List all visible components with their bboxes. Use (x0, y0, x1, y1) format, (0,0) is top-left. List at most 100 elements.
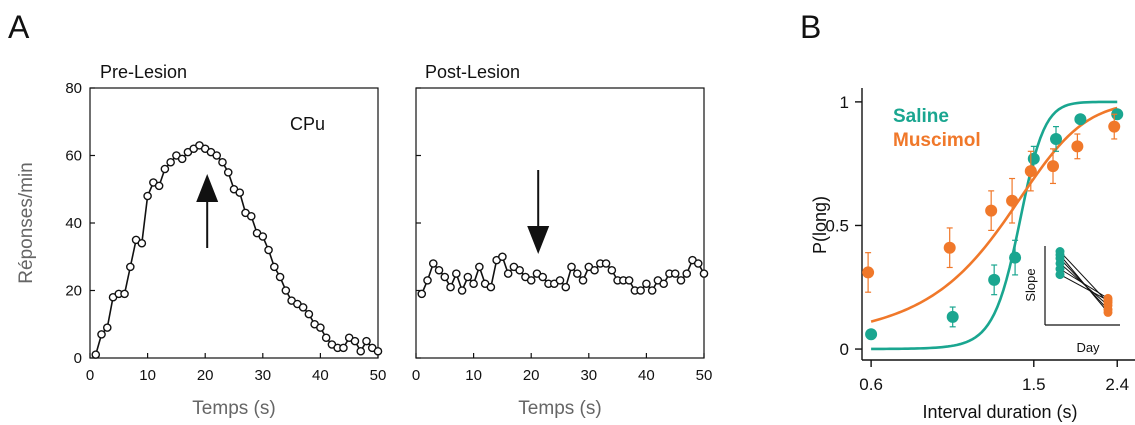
post-lesion-xlabel: Temps (s) (518, 398, 601, 419)
data-point (498, 252, 507, 262)
data-point (321, 333, 331, 343)
cpu-annotation: CPu (290, 114, 325, 134)
data-point (452, 269, 461, 278)
data-point (486, 282, 496, 292)
data-point-muscimol (1047, 160, 1060, 173)
data-point (160, 164, 170, 174)
data-point-saline (1050, 132, 1063, 145)
x-tick-label: 2.4 (1105, 375, 1129, 394)
data-point (298, 303, 308, 312)
data-point-muscimol (943, 241, 956, 254)
fit-curve-muscimol (870, 106, 1118, 323)
x-tick-label: 20 (197, 367, 214, 384)
data-point (555, 276, 565, 285)
data-point-saline (946, 310, 959, 323)
data-point (212, 151, 222, 160)
data-point (120, 289, 129, 299)
data-point (440, 272, 450, 282)
data-point-muscimol (1006, 194, 1019, 207)
b-ylabel: P(long) (810, 196, 830, 254)
data-point-muscimol (862, 266, 875, 279)
data-point (275, 272, 285, 282)
data-point (102, 323, 112, 332)
data-point (699, 269, 709, 278)
data-point-saline (988, 273, 1001, 286)
data-point-muscimol (1071, 140, 1084, 153)
data-point (538, 272, 548, 282)
data-point (434, 265, 444, 275)
data-point (281, 286, 291, 295)
data-point (561, 282, 571, 292)
x-tick-label: 40 (312, 367, 329, 384)
data-point (676, 276, 686, 285)
data-point (218, 157, 227, 167)
data-point-muscimol (985, 204, 998, 217)
x-tick-label: 0 (86, 367, 94, 384)
post-lesion-frame (415, 87, 705, 359)
x-tick-label: 1.5 (1022, 375, 1046, 394)
pre-lesion-xlabel: Temps (s) (192, 398, 275, 419)
data-point (469, 279, 478, 289)
data-point (659, 279, 668, 289)
inset-point-saline (1055, 250, 1065, 260)
data-point (316, 323, 325, 332)
inset-pair-line (1059, 274, 1109, 301)
x-tick-label: 0.6 (859, 375, 883, 394)
x-tick-label: 50 (696, 367, 713, 384)
inset-pair-line (1059, 251, 1109, 303)
x-tick-label: 10 (465, 367, 482, 384)
x-tick-label: 0 (412, 367, 420, 384)
data-point (526, 276, 536, 285)
data-point (154, 181, 164, 191)
post-lesion-title: Post-Lesion (425, 62, 520, 82)
inset-point-saline (1055, 270, 1065, 280)
data-point (126, 262, 135, 272)
inset-xlabel: Day (1076, 340, 1100, 355)
data-point (264, 245, 273, 255)
data-point (642, 279, 651, 289)
data-point-muscimol (1024, 165, 1037, 178)
pre-lesion-title: Pre-Lesion (100, 62, 187, 82)
y-tick-label: 40 (65, 215, 82, 232)
data-point (339, 343, 348, 353)
data-point-muscimol (1108, 120, 1121, 133)
fit-curve-saline (871, 100, 1118, 351)
data-point (567, 262, 576, 272)
data-point (270, 262, 279, 272)
psychometric-chart: 0.6 1.5 2.4 0 0.5 1 Saline Muscimol Interval … (810, 88, 1135, 422)
x-tick-label: 30 (254, 367, 271, 384)
panel-letter-a: A (8, 9, 30, 45)
data-point (246, 211, 256, 221)
data-point (356, 346, 366, 356)
legend-muscimol: Muscimol (893, 130, 981, 151)
inset-ylabel: Slope (1023, 268, 1038, 301)
pre-lesion-frame (89, 87, 379, 359)
inset-pair-line (1059, 254, 1109, 313)
legend-saline: Saline (893, 106, 949, 127)
data-point-saline (865, 328, 878, 341)
y-tick-label: 0.5 (825, 216, 849, 235)
data-point (572, 269, 582, 278)
post-lesion-chart: Post-Lesion 0 10 20 30 40 50 Temps (s) (412, 62, 713, 419)
y-tick-label: 80 (65, 80, 82, 97)
arrow-down-icon (527, 226, 550, 254)
x-tick-label: 40 (638, 367, 655, 384)
data-point (475, 262, 484, 272)
data-point (463, 272, 473, 282)
data-point (423, 276, 432, 285)
data-point (97, 330, 106, 339)
pre-lesion-chart: Pre-Lesion CPu 0 10 20 30 40 50 0 20 40 60 80 Temp… (16, 62, 386, 419)
series-line (94, 144, 379, 355)
y-tick-label: 60 (65, 148, 82, 165)
y-tick-label: 0 (74, 350, 82, 367)
data-point (143, 191, 152, 201)
data-point (177, 154, 187, 164)
data-point (446, 282, 455, 292)
data-point (624, 276, 634, 285)
data-point (428, 259, 438, 268)
inset-point-muscimol (1103, 296, 1113, 305)
x-tick-label: 20 (523, 367, 540, 384)
data-point (457, 286, 467, 295)
data-point (91, 350, 101, 359)
